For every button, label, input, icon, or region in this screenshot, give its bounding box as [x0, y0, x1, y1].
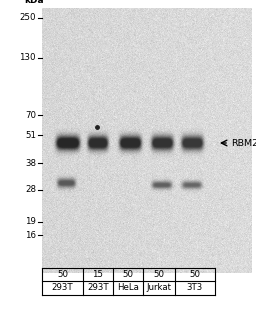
- Text: 28: 28: [25, 186, 36, 195]
- Text: 250: 250: [19, 13, 36, 23]
- Text: 38: 38: [25, 158, 36, 168]
- Text: 50: 50: [154, 270, 165, 279]
- Text: 70: 70: [25, 111, 36, 119]
- Text: 130: 130: [19, 53, 36, 63]
- Text: 50: 50: [189, 270, 200, 279]
- Text: 15: 15: [92, 270, 103, 279]
- Text: 50: 50: [57, 270, 68, 279]
- Text: 50: 50: [123, 270, 133, 279]
- Text: 16: 16: [25, 231, 36, 239]
- Text: 19: 19: [25, 217, 36, 227]
- Text: 293T: 293T: [52, 283, 73, 293]
- Text: RBM22: RBM22: [231, 138, 256, 148]
- Text: 51: 51: [25, 131, 36, 139]
- Text: 293T: 293T: [87, 283, 109, 293]
- Text: 3T3: 3T3: [187, 283, 203, 293]
- Text: HeLa: HeLa: [117, 283, 139, 293]
- Text: Jurkat: Jurkat: [146, 283, 172, 293]
- Text: kDa: kDa: [24, 0, 44, 5]
